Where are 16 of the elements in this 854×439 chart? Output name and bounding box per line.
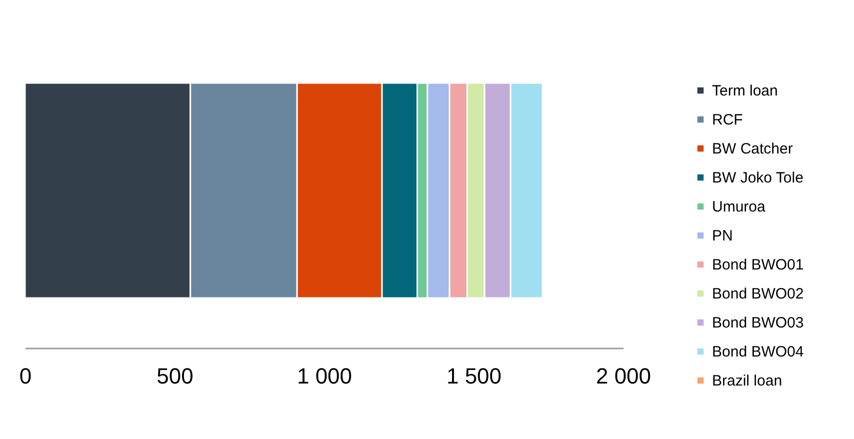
legend-label: PN — [712, 228, 733, 244]
x-tick-label: 0 — [19, 364, 32, 388]
legend-label: RCF — [712, 112, 743, 128]
legend-label: Bond BWO03 — [712, 314, 804, 332]
x-tick-label: 1 000 — [296, 364, 352, 388]
legend-label: BW Joko Tole — [712, 170, 804, 186]
legend-label: Bond BWO01 — [712, 256, 804, 274]
legend-label: Term loan — [712, 82, 778, 100]
legend-label: Bond BWO04 — [712, 344, 804, 360]
x-tick-label: 500 — [156, 364, 194, 388]
x-tick-label: 2 000 — [596, 364, 652, 388]
legend-label: Umuroa — [712, 198, 766, 216]
x-tick-label: 1 500 — [446, 364, 502, 388]
legend-label: Brazil loan — [712, 372, 782, 390]
legend-label: Bond BWO02 — [712, 286, 804, 302]
legend-label: BW Catcher — [712, 140, 793, 158]
